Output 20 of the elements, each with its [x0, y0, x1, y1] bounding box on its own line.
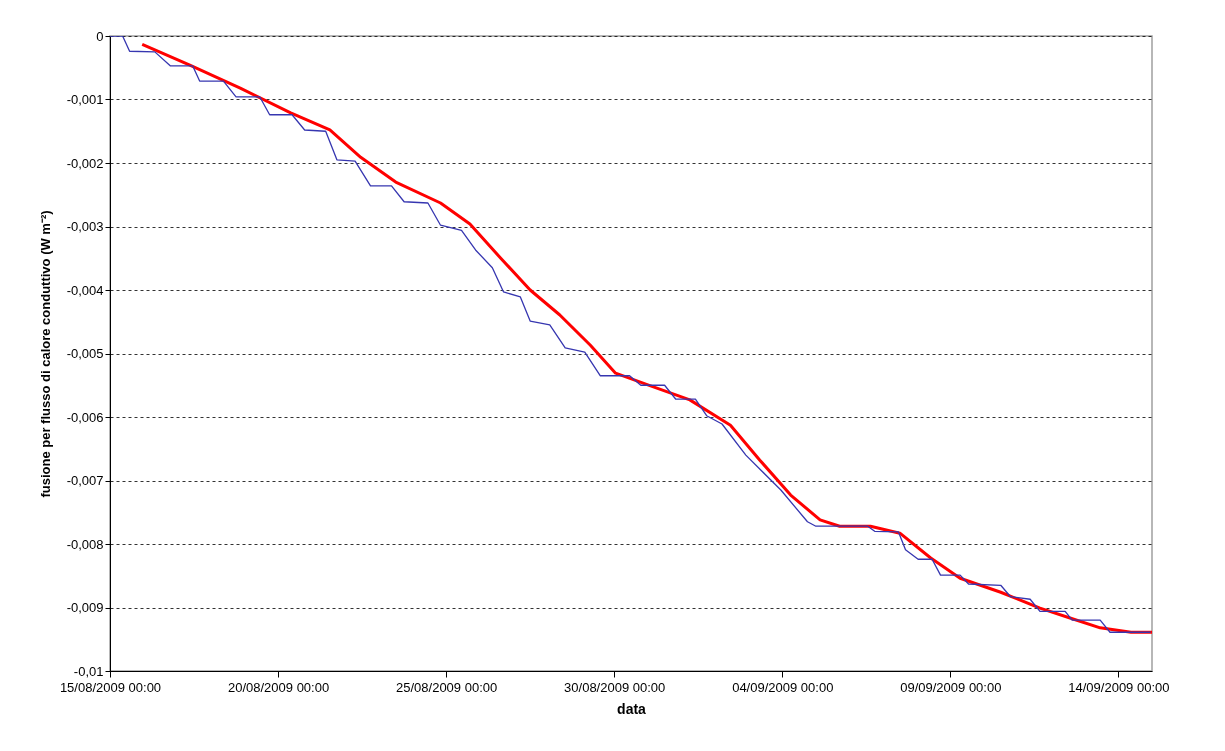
y-tick-label: -0,002: [66, 155, 104, 171]
y-tick-label: -0,003: [66, 219, 104, 234]
x-tick-label: 25/08/2009 00:00: [396, 679, 498, 695]
x-tick-label: 09/09/2009 00:00: [900, 679, 1002, 695]
y-tick-label: -0,001: [66, 92, 104, 107]
y-tick-label: -0,008: [66, 536, 104, 552]
y-tick-label: 0: [96, 28, 104, 44]
x-tick-label: 14/09/2009 00:00: [1068, 679, 1170, 695]
y-axis-title: fusione per flusso di calore conduttivo (W m⁻²): [37, 210, 53, 498]
x-tick-label: 20/08/2009 00:00: [227, 679, 330, 695]
x-tick-label: 15/08/2009 00:00: [59, 679, 162, 695]
y-tick-label: -0,009: [66, 600, 104, 615]
y-tick-label: -0,01: [73, 663, 104, 679]
x-tick-label: 30/08/2009 00:00: [564, 679, 666, 695]
x-axis-title: data: [617, 700, 647, 717]
y-tick-label: -0,004: [66, 282, 104, 298]
y-tick-label: -0,007: [66, 473, 104, 488]
y-tick-label: -0,006: [66, 409, 104, 425]
y-tick-label: -0,005: [66, 346, 104, 361]
x-tick-label: 04/09/2009 00:00: [732, 679, 834, 695]
